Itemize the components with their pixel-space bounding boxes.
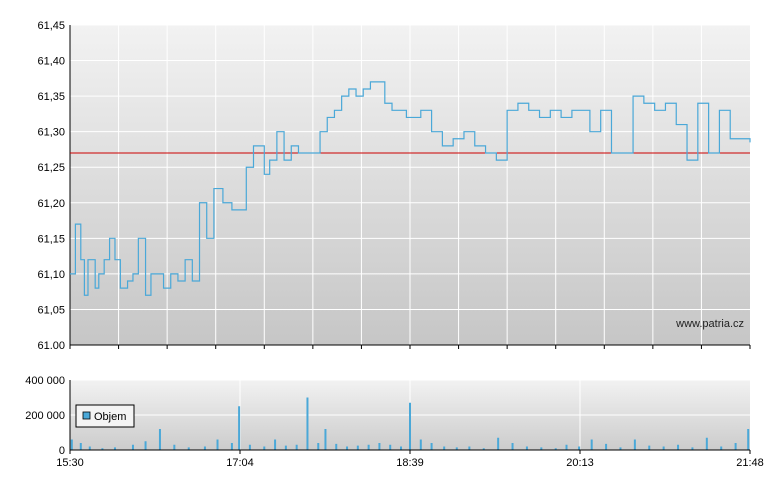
volume-bar	[238, 406, 241, 450]
volume-bar	[88, 446, 91, 450]
volume-bar	[590, 439, 593, 450]
price-chart: 61,45 61,40 61,35 61,30 61,25 61,20 61,15 61,10…	[37, 20, 751, 350]
legend-box	[75, 404, 135, 428]
watermark-text: www.patria.cz	[675, 318, 744, 330]
volume-bar	[284, 445, 287, 450]
volume-bar	[497, 437, 500, 450]
volume-bar	[662, 446, 665, 450]
volume-bar	[131, 444, 134, 450]
volume-bar	[605, 443, 608, 450]
volume-bar	[468, 446, 471, 450]
price-y-tick-label: 61,35	[37, 91, 65, 103]
volume-bar	[79, 443, 82, 450]
volume-bar	[335, 443, 338, 450]
price-y-tick-label: 61,15	[37, 233, 65, 245]
x-tick-label: 17:04	[226, 457, 254, 469]
volume-bar	[565, 444, 568, 450]
volume-bar	[274, 439, 277, 450]
legend: Objem	[75, 404, 135, 428]
volume-bar	[554, 448, 557, 450]
volume-bar	[263, 446, 266, 450]
price-y-tick-label: 61,20	[37, 198, 65, 210]
volume-y-tick-label: 0	[59, 445, 65, 457]
volume-bar	[248, 444, 251, 450]
volume-y-tick-label: 400 000	[25, 375, 65, 387]
volume-bar	[511, 443, 514, 450]
legend-swatch	[82, 411, 91, 420]
volume-bar	[430, 443, 433, 450]
volume-bar	[295, 444, 298, 450]
volume-chart: 400 000 200 000 015:30 17:04 18:39 20:13 21:48…	[25, 375, 764, 469]
legend-label: Objem	[94, 411, 126, 423]
price-y-tick-label: 61,25	[37, 162, 65, 174]
volume-bar	[705, 437, 708, 450]
volume-bar	[187, 447, 190, 450]
volume-bar	[633, 439, 636, 450]
volume-bar	[203, 446, 206, 450]
volume-bar	[356, 445, 359, 450]
volume-bar	[619, 447, 622, 450]
volume-bar	[317, 443, 320, 450]
x-tick-label: 18:39	[396, 457, 424, 469]
volume-bar	[747, 429, 750, 450]
volume-bar	[101, 448, 104, 450]
volume-y-tick-label: 200 000	[25, 410, 65, 422]
price-y-tick-label: 61,40	[37, 56, 65, 68]
volume-bar	[455, 447, 458, 450]
volume-bar	[691, 447, 694, 450]
volume-bar	[216, 439, 219, 450]
volume-bar	[144, 441, 147, 450]
volume-bar	[525, 446, 528, 450]
volume-bar	[378, 443, 381, 450]
price-y-tick-label: 61,45	[37, 20, 65, 32]
volume-bar	[482, 448, 485, 450]
volume-bar	[443, 446, 446, 450]
x-tick-label: 20:13	[566, 457, 594, 469]
volume-bar	[70, 439, 73, 450]
price-y-tick-label: 61,30	[37, 127, 65, 139]
volume-bar	[578, 446, 581, 450]
volume-bar	[419, 439, 422, 450]
volume-bar	[677, 444, 680, 450]
price-y-tick-label: 61,10	[37, 269, 65, 281]
volume-bar	[409, 402, 411, 450]
volume-bar	[158, 429, 161, 450]
x-tick-label: 21:48	[736, 457, 764, 469]
volume-bar	[113, 447, 116, 450]
volume-bar	[367, 444, 370, 450]
volume-bar	[230, 443, 233, 450]
volume-bar	[389, 444, 392, 450]
price-series-line	[70, 81, 751, 296]
x-tick-label: 15:30	[56, 457, 84, 469]
volume-bar	[306, 397, 309, 450]
volume-bar	[400, 446, 403, 450]
volume-bar	[324, 429, 327, 450]
volume-bar	[540, 447, 543, 450]
volume-bar	[346, 446, 349, 450]
volume-bar	[173, 444, 176, 450]
volume-bar	[648, 445, 651, 450]
volume-bar	[734, 443, 737, 450]
volume-bar	[720, 446, 723, 450]
price-y-tick-label: 61.00	[37, 340, 65, 350]
price-y-tick-label: 61,05	[37, 304, 65, 316]
